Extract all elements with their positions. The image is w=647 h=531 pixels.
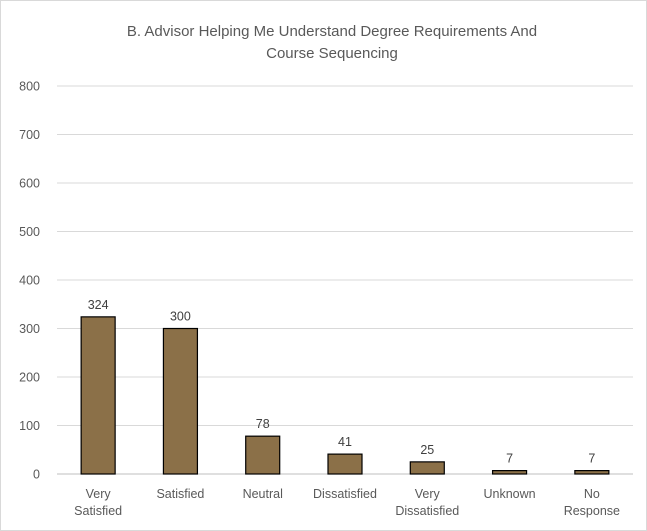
data-label: 78 — [256, 417, 270, 431]
bar — [245, 435, 281, 475]
y-tick-label: 300 — [19, 322, 40, 336]
y-tick-label: 500 — [19, 225, 40, 239]
y-axis-tick-labels: 0 100 200 300 400 500 600 700 800 — [19, 80, 40, 482]
bar — [162, 327, 199, 475]
x-category-label: No Response — [564, 487, 620, 518]
y-tick-label: 700 — [19, 128, 40, 142]
y-tick-label: 0 — [33, 468, 40, 482]
x-category-label: Satisfied — [156, 487, 204, 501]
y-tick-label: 400 — [19, 274, 40, 288]
chart-title-line-1: B. Advisor Helping Me Understand Degree … — [127, 23, 537, 40]
x-category-label: Dissatisfied — [313, 487, 377, 501]
bar — [491, 470, 528, 475]
data-label: 7 — [588, 452, 595, 466]
y-tick-label: 600 — [19, 177, 40, 191]
data-label: 25 — [420, 443, 434, 457]
chart-title-line-2: Course Sequencing — [266, 45, 398, 62]
y-tick-label: 100 — [19, 419, 40, 433]
data-label: 324 — [88, 298, 109, 312]
x-category-label: Very Satisfied — [74, 487, 122, 518]
data-label: 41 — [338, 435, 352, 449]
x-category-label: Very Dissatisfied — [395, 487, 459, 518]
y-tick-label: 800 — [19, 80, 40, 94]
bar — [574, 470, 610, 475]
x-axis-category-labels: Very Satisfied Satisfied Neutral Dissatisfie… — [74, 487, 620, 518]
data-label: 7 — [506, 452, 513, 466]
x-category-label: Unknown — [484, 487, 536, 501]
data-label: 300 — [170, 310, 191, 324]
bar — [327, 453, 363, 475]
y-tick-label: 200 — [19, 371, 40, 385]
x-category-label: Neutral — [243, 487, 283, 501]
bar — [409, 461, 445, 475]
bar — [80, 316, 116, 475]
gridlines — [57, 85, 633, 475]
chart-title: B. Advisor Helping Me Understand Degree … — [127, 23, 537, 62]
data-labels: 324 300 78 41 25 7 7 — [88, 298, 596, 466]
bars — [80, 316, 610, 475]
